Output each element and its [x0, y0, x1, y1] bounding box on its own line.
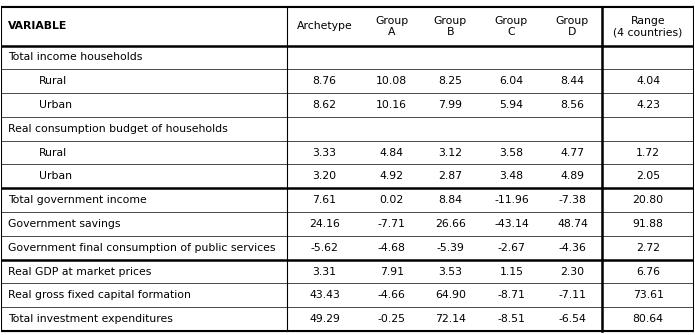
- Text: 2.87: 2.87: [439, 172, 462, 181]
- Text: 8.76: 8.76: [312, 76, 336, 86]
- Text: -5.62: -5.62: [311, 243, 338, 253]
- Bar: [1, 69, 694, 93]
- Bar: [1, 7, 286, 46]
- Text: Group
B: Group B: [434, 16, 467, 37]
- Text: 7.61: 7.61: [312, 195, 336, 205]
- Text: 4.04: 4.04: [636, 76, 660, 86]
- Bar: [1, 117, 694, 141]
- Text: 7.99: 7.99: [439, 100, 462, 110]
- Text: Government savings: Government savings: [8, 219, 120, 229]
- Text: 8.25: 8.25: [439, 76, 462, 86]
- Text: 80.64: 80.64: [632, 314, 664, 324]
- Text: Real GDP at market prices: Real GDP at market prices: [8, 267, 151, 276]
- Text: 43.43: 43.43: [309, 290, 340, 300]
- Text: Total income households: Total income households: [8, 53, 142, 62]
- Text: 8.56: 8.56: [560, 100, 584, 110]
- Text: 0.02: 0.02: [379, 195, 404, 205]
- Text: 3.58: 3.58: [500, 148, 523, 157]
- Text: 8.44: 8.44: [560, 76, 584, 86]
- Bar: [1, 93, 694, 117]
- Text: -4.36: -4.36: [559, 243, 587, 253]
- Text: 2.05: 2.05: [636, 172, 660, 181]
- Text: Group
A: Group A: [375, 16, 408, 37]
- Text: 7.91: 7.91: [379, 267, 404, 276]
- Text: 3.20: 3.20: [312, 172, 336, 181]
- Text: Urban: Urban: [39, 100, 72, 110]
- Text: Group
D: Group D: [556, 16, 589, 37]
- Text: 72.14: 72.14: [435, 314, 466, 324]
- Text: -8.71: -8.71: [498, 290, 525, 300]
- Text: 10.16: 10.16: [376, 100, 407, 110]
- Bar: [1, 260, 694, 283]
- Bar: [1, 212, 694, 236]
- Text: -0.25: -0.25: [377, 314, 406, 324]
- Text: 3.31: 3.31: [312, 267, 336, 276]
- Text: Total investment expenditures: Total investment expenditures: [8, 314, 172, 324]
- Text: 10.08: 10.08: [376, 76, 407, 86]
- Text: 24.16: 24.16: [309, 219, 340, 229]
- Bar: [1, 307, 694, 331]
- Text: 3.12: 3.12: [439, 148, 462, 157]
- Text: 4.84: 4.84: [379, 148, 404, 157]
- Bar: [1, 46, 694, 69]
- Text: Government final consumption of public services: Government final consumption of public s…: [8, 243, 275, 253]
- Text: 4.77: 4.77: [560, 148, 584, 157]
- Bar: [1, 188, 694, 212]
- Text: -4.68: -4.68: [377, 243, 406, 253]
- Text: Rural: Rural: [39, 76, 67, 86]
- Text: -7.11: -7.11: [559, 290, 587, 300]
- Text: 1.15: 1.15: [500, 267, 523, 276]
- Text: -2.67: -2.67: [498, 243, 525, 253]
- Text: -7.38: -7.38: [559, 195, 587, 205]
- Text: 8.62: 8.62: [312, 100, 336, 110]
- Text: 3.33: 3.33: [312, 148, 336, 157]
- Text: Real gross fixed capital formation: Real gross fixed capital formation: [8, 290, 190, 300]
- Text: Group
C: Group C: [495, 16, 528, 37]
- Bar: [1, 283, 694, 307]
- Text: 3.48: 3.48: [500, 172, 523, 181]
- Bar: [602, 7, 694, 46]
- Text: Rural: Rural: [39, 148, 67, 157]
- Text: -5.39: -5.39: [436, 243, 464, 253]
- Text: -11.96: -11.96: [494, 195, 529, 205]
- Text: -4.66: -4.66: [377, 290, 406, 300]
- Text: 4.92: 4.92: [379, 172, 404, 181]
- Text: 91.88: 91.88: [632, 219, 664, 229]
- Text: Urban: Urban: [39, 172, 72, 181]
- Bar: [1, 236, 694, 260]
- Text: 5.94: 5.94: [500, 100, 523, 110]
- Text: 49.29: 49.29: [309, 314, 340, 324]
- Bar: [421, 7, 480, 46]
- Text: 64.90: 64.90: [435, 290, 466, 300]
- Text: 2.30: 2.30: [560, 267, 584, 276]
- Text: 8.84: 8.84: [439, 195, 462, 205]
- Text: 4.23: 4.23: [636, 100, 660, 110]
- Text: 1.72: 1.72: [636, 148, 660, 157]
- Text: 3.53: 3.53: [439, 267, 462, 276]
- Bar: [543, 7, 602, 46]
- Text: -8.51: -8.51: [498, 314, 525, 324]
- Text: Total government income: Total government income: [8, 195, 147, 205]
- Text: 6.04: 6.04: [500, 76, 523, 86]
- Bar: [1, 164, 694, 188]
- Bar: [480, 7, 543, 46]
- Text: -7.71: -7.71: [377, 219, 406, 229]
- Text: 48.74: 48.74: [557, 219, 588, 229]
- Text: -43.14: -43.14: [494, 219, 529, 229]
- Bar: [1, 141, 694, 164]
- Text: Archetype: Archetype: [297, 21, 352, 31]
- Text: -6.54: -6.54: [559, 314, 587, 324]
- Text: 6.76: 6.76: [636, 267, 660, 276]
- Text: 20.80: 20.80: [632, 195, 664, 205]
- Text: 73.61: 73.61: [632, 290, 664, 300]
- Text: 26.66: 26.66: [435, 219, 466, 229]
- Text: Range
(4 countries): Range (4 countries): [614, 16, 682, 37]
- Text: 2.72: 2.72: [636, 243, 660, 253]
- Text: 4.89: 4.89: [560, 172, 584, 181]
- Text: Real consumption budget of households: Real consumption budget of households: [8, 124, 227, 134]
- Bar: [362, 7, 421, 46]
- Bar: [286, 7, 362, 46]
- Text: VARIABLE: VARIABLE: [8, 21, 67, 31]
